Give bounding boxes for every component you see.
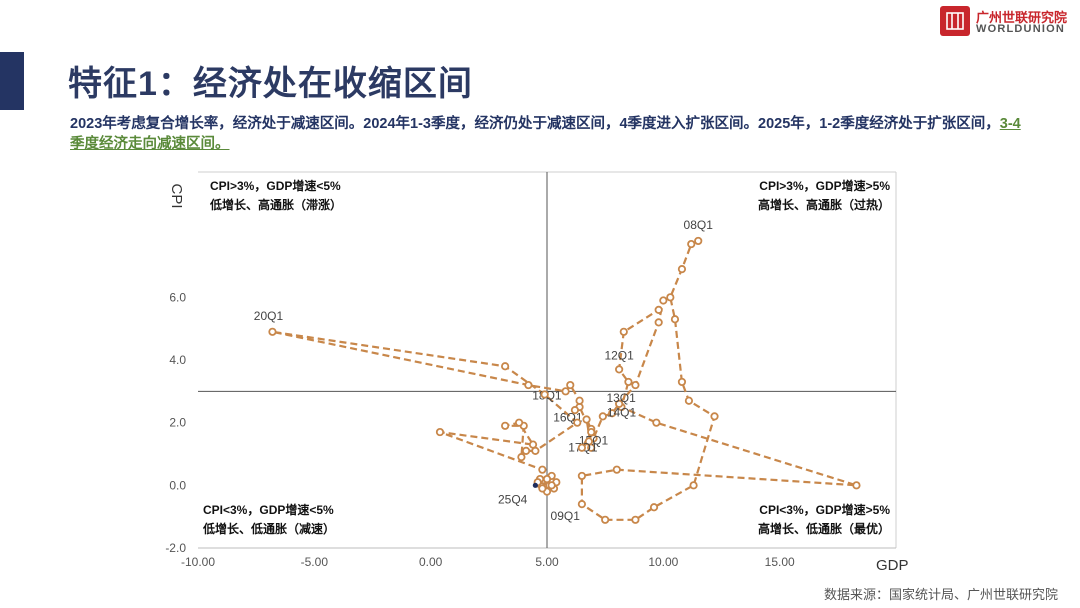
logo: 广州世联研究院 WORLDUNION [940,6,1076,38]
quadrant-label-bottom-right: 高增长、低通胀（最优） [758,521,890,536]
quadrant-label-bottom-left: CPI<3%，GDP增速<5% [203,502,334,517]
data-point [582,415,591,424]
point-label: 08Q1 [684,218,714,232]
y-tick-label: 2.0 [169,416,186,430]
data-point [517,453,526,462]
data-point [501,362,510,371]
x-tick-label: 5.00 [535,555,559,569]
y-tick-label: 0.0 [169,478,186,492]
y-tick-label: -2.0 [165,541,186,555]
data-point [624,377,633,387]
data-point [677,265,687,274]
data-point [631,380,640,390]
y-tick-label: 4.0 [169,353,186,367]
x-tick-label: 15.00 [765,555,795,569]
data-point [710,412,719,421]
y-tick-label: 6.0 [169,290,186,304]
point-label: 12Q1 [604,348,634,362]
page-title: 特征1：经济处在收缩区间 [68,65,473,103]
data-point [514,418,524,427]
data-point [601,515,610,524]
point-label: 14Q1 [607,405,637,419]
x-tick-label: -10.00 [181,555,215,569]
data-point [435,427,445,437]
data-point [542,474,552,484]
subtitle-highlight-link[interactable]: 3-4季度经济走向减速区间。 [70,116,1021,152]
data-point [852,481,861,490]
point-label: 13Q1 [606,391,636,405]
data-point [649,503,659,512]
point-label: 20Q1 [254,309,284,323]
data-point [652,418,661,427]
data-point [654,305,663,314]
data-point [598,412,607,421]
data-point [615,365,624,374]
data-point [612,465,621,474]
data-point [584,437,593,446]
x-tick-label: 10.00 [648,555,678,569]
data-point [268,327,277,336]
quadrant-label-bottom-right: CPI<3%，GDP增速>5% [759,502,890,517]
data-point [684,396,694,405]
data-source: 数据来源：国家统计局、广州世联研究院 [823,587,1058,602]
data-point [666,293,675,302]
data-point [538,465,547,474]
data-point [577,500,587,509]
point-label: 25Q4 [498,492,528,506]
page-subtitle: 2023年考虑复合增长率，经济处于减速区间。2024年1-3季度，经济仍处于减速… [70,114,1030,154]
data-point [654,318,663,327]
data-point [670,315,680,324]
data-point [677,377,687,387]
logo-en-text: WORLDUNION [976,23,1065,35]
data-point [561,387,570,396]
data-point [689,481,698,490]
data-point [528,440,538,449]
quadrant-label-top-right: 高增长、高通胀（过热） [758,197,890,212]
data-point [615,399,624,408]
data-point [577,443,587,452]
data-point [575,396,584,405]
data-point [631,515,640,524]
data-point [566,380,575,390]
data-point [573,418,582,427]
x-axis-label: GDP [876,557,909,574]
last-data-point [532,482,538,488]
quadrant-label-top-right: CPI>3%，GDP增速>5% [759,178,890,193]
logo-cn-text: 广州世联研究院 [976,10,1068,25]
data-point [521,446,531,455]
point-label: 09Q1 [551,509,581,523]
x-tick-label: -5.00 [301,555,329,569]
title-accent-bar [0,52,24,110]
x-tick-label: 0.00 [419,555,443,569]
data-point [570,406,580,415]
quadrant-label-top-left: CPI>3%，GDP增速<5% [210,178,341,193]
data-point [577,471,587,481]
data-point [524,380,533,390]
data-point [587,427,596,437]
data-point [687,239,696,249]
subtitle-main: 2023年考虑复合增长率，经济处于减速区间。2024年1-3季度，经济仍处于减速… [70,116,1000,132]
worldunion-logo-icon [940,6,970,36]
data-point [547,481,556,490]
data-point [501,421,510,430]
data-point [608,409,617,418]
data-point [659,296,668,305]
data-point [694,236,703,246]
data-point [538,484,547,493]
quadrant-label-bottom-left: 低增长、低通胀（减速） [202,521,335,536]
series-path-line [271,239,858,521]
data-point [619,327,628,336]
quadrant-label-top-left: 低增长、高通胀（滞涨） [209,197,342,212]
y-axis-label: CPI [168,183,185,208]
data-point [540,390,549,399]
